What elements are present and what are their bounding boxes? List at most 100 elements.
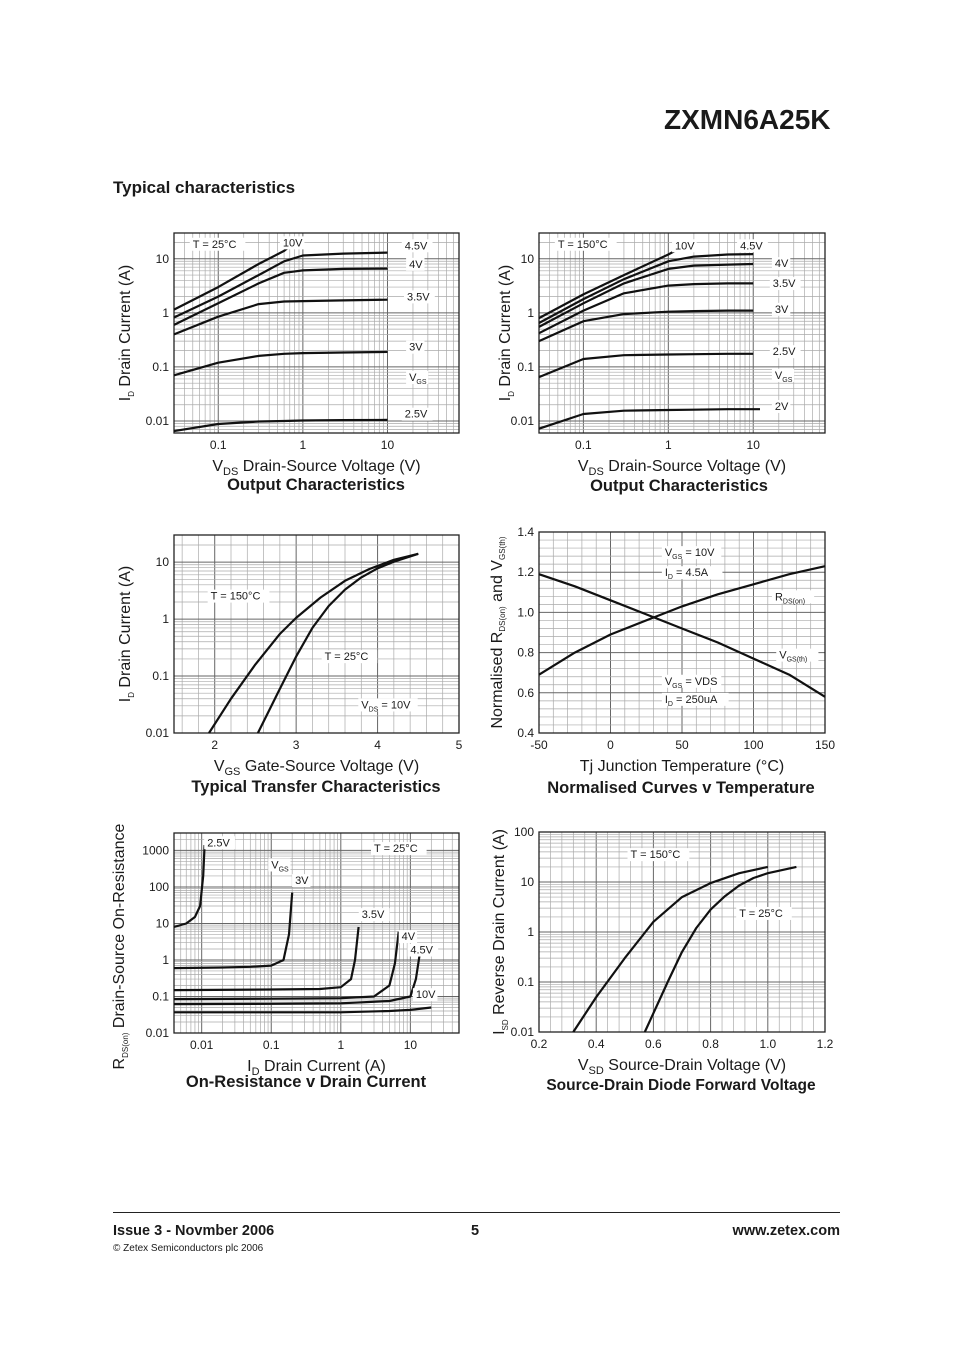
annotation-bg [292,874,311,888]
annotation-bg [769,345,801,359]
series-line-2 [173,926,360,992]
y-tick-label: 100 [514,825,534,839]
annotation-label: 2.5V [207,837,230,849]
footer-website: www.zetex.com [732,1223,840,1239]
y-tick-label: 100 [149,880,169,894]
y-tick-label: 1 [162,953,169,967]
y-axis-label: RDS(on) Drain-Source On-Resistance (Ω) [111,822,130,1069]
y-tick-label: 0.1 [152,360,169,374]
grid [538,831,826,1033]
x-axis-label: VDS Drain-Source Voltage (V) [578,458,786,478]
x-axis-label: Tj Junction Temperature (°C) [580,758,784,775]
annotation-bg [268,858,291,872]
y-tick-label: 10 [156,555,170,569]
annotation-bg [204,836,235,850]
chart-output-150c: 0.1 1 10 0.01 0.1 1 10 T = 150°C 10V 4.5V 4V 3.5V 3V… [497,232,826,478]
annotation-bg [554,237,617,251]
y-tick-label: 10 [521,252,535,266]
series-line-4 [538,309,754,343]
annotation-bg [672,239,697,253]
annotation-label: 4V [409,259,423,271]
series-line-4 [173,948,422,1006]
annotation-label: T = 25°C [325,651,369,663]
y-axis-label: ISD Reverse Drain Current (A) [491,829,510,1035]
annotation-bg [661,546,722,560]
annotation-label: 2.5V [405,409,428,421]
y-tick-label: 1.2 [517,565,534,579]
series-line-0 [538,565,826,676]
x-tick-label: -50 [530,738,548,752]
series-line-1 [538,573,826,698]
x-tick-label: 1 [665,438,672,452]
annotation-label: 3V [775,304,789,316]
annotation-label: 3.5V [362,909,385,921]
annotation-bg [321,650,378,664]
annotation-bg [406,340,425,354]
series-line-6 [538,408,760,430]
annotation-bg [407,943,439,957]
annotation-bg [627,848,690,862]
annotation-label: T = 150°C [631,849,681,861]
y-axis-label: ID Drain Current (A) [497,265,516,402]
annotation-label: 10V [675,240,695,252]
part-number: ZXMN6A25K [664,104,831,135]
y-tick-label: 0.1 [152,669,169,683]
y-tick-label: 1.0 [517,605,534,619]
x-tick-label: 0.2 [531,1037,548,1051]
x-tick-label: 5 [456,738,463,752]
annotation-bg [661,674,722,688]
annotation-bg [737,239,768,253]
y-tick-label: 0.01 [511,1025,535,1039]
annotation-label: ID = 4.5A [665,567,709,581]
series-line-1 [256,552,419,734]
annotation-bg [401,239,433,253]
annotation-label: 3V [295,875,309,887]
series-line-3 [538,282,754,335]
plot-frame [173,232,460,434]
series-line-5 [174,1006,432,1014]
annotation-bg [279,236,305,250]
x-tick-label: 0.1 [263,1038,280,1052]
footer-rule [113,1212,840,1213]
x-axis-label: VSD Source-Drain Voltage (V) [578,1057,786,1077]
annotation-label: 10V [416,989,436,1001]
plot-frame [173,832,460,1034]
section-title: Typical characteristics [113,178,296,197]
y-tick-label: 10 [156,916,170,930]
annotation-label: 4V [775,258,789,270]
footer-copyright: © Zetex Semiconductors plc 2006 [113,1243,264,1254]
annotation-bg [769,277,801,291]
x-tick-label: 50 [675,738,689,752]
x-tick-label: 10 [747,438,761,452]
series-line-4 [173,350,388,377]
x-tick-label: 0.4 [588,1037,605,1051]
annotation-label: T = 25°C [374,843,418,855]
chart-title-normalised: Normalised Curves v Temperature [547,779,815,797]
x-tick-label: 0.01 [190,1038,214,1052]
x-tick-label: 2 [211,738,218,752]
annotation-bg [406,370,429,384]
series-line-2 [173,267,388,326]
annotation-label: T = 25°C [193,239,237,251]
series-line-1 [173,892,294,970]
x-tick-label: 10 [404,1038,418,1052]
annotation-label: 2V [775,401,789,413]
plot-frame [173,534,460,734]
y-tick-label: 1.4 [517,525,534,539]
annotation-bg [403,290,435,304]
annotation-bg [398,930,418,944]
annotation-label: 2.5V [773,346,796,358]
x-tick-label: 1.2 [817,1037,834,1051]
y-tick-label: 1 [162,612,169,626]
x-tick-label: 0.1 [575,438,592,452]
y-tick-label: 1000 [142,843,169,857]
series-line-0 [173,245,291,311]
annotation-bg [371,842,427,856]
x-axis-label: VGS Gate-Source Voltage (V) [214,758,419,778]
annotation-bg [771,257,791,271]
chart-output-25c: 0.1 1 10 0.01 0.1 1 10 T = 25°C 10V 4.5V 4V 3.5V 3V V… [117,232,460,478]
series-line-0 [572,865,769,1033]
annotation-bg [736,906,792,920]
y-tick-label: 0.01 [511,414,535,428]
